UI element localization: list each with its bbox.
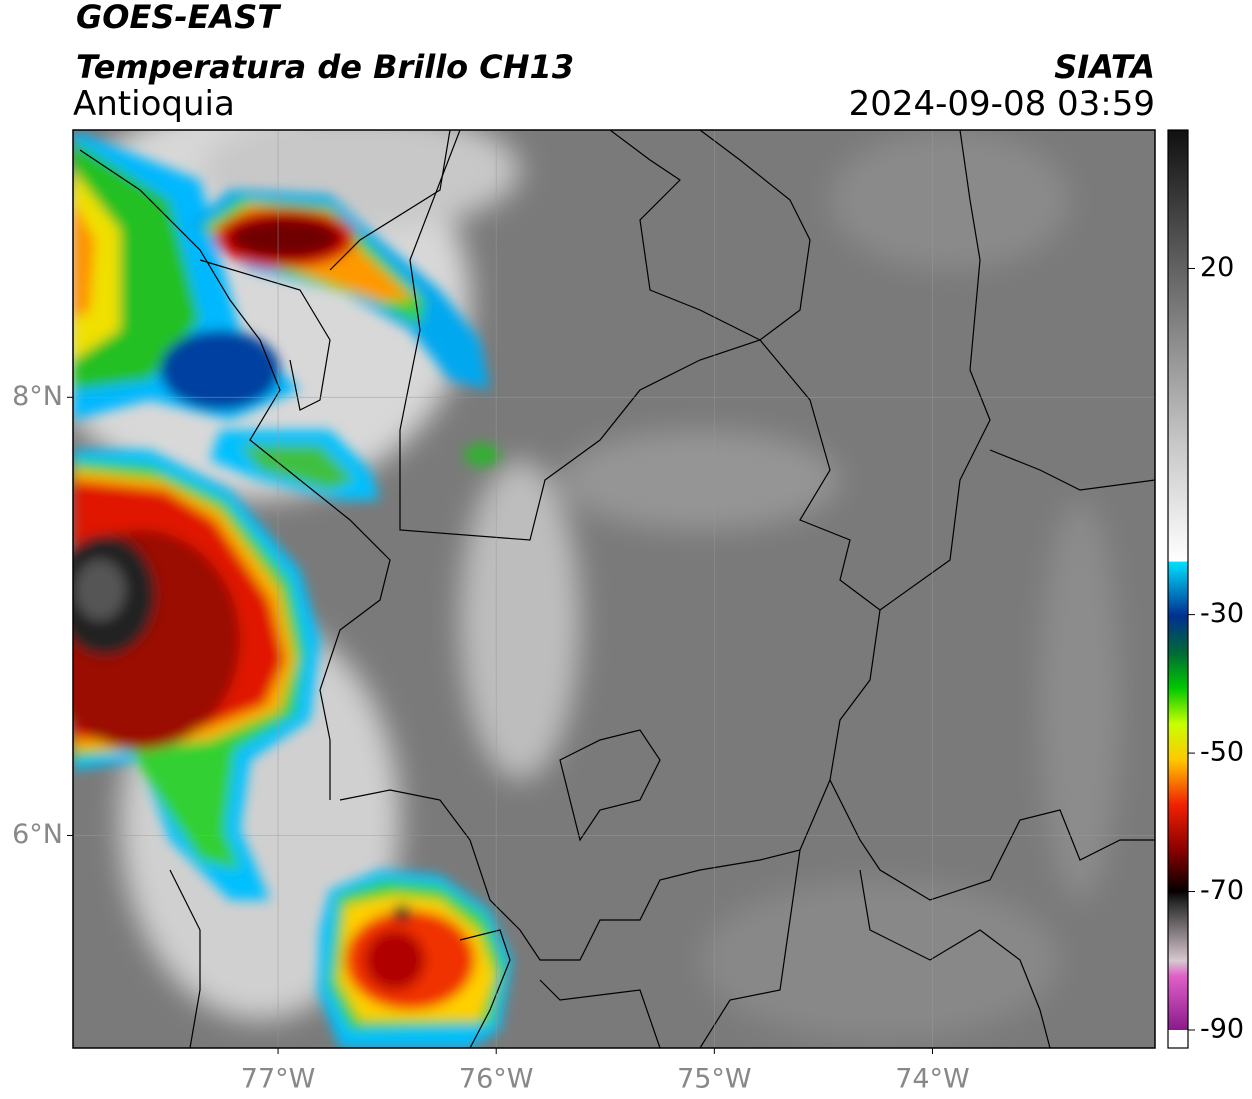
map-frame <box>72 129 1156 1049</box>
x-tick-label: 74°W <box>895 1064 970 1095</box>
colorbar-ticks: 20 -30 -50 -70 -90 <box>1188 252 1244 1045</box>
region: Antioquia <box>73 84 235 124</box>
grid: 77°W 76°W 75°W 74°W 6°N 8°N <box>12 130 1155 1095</box>
borders <box>79 130 1155 1048</box>
colorbar-under <box>1168 1030 1188 1048</box>
subtitle: Temperatura de Brillo CH13 <box>76 48 574 86</box>
colorbar-tick-label: -30 <box>1200 598 1244 629</box>
x-tick-label: 77°W <box>241 1064 316 1095</box>
imagery <box>73 130 1155 1048</box>
colorbar-tick-label: -50 <box>1200 737 1244 768</box>
colorbar-tick-label: -90 <box>1200 1014 1244 1045</box>
y-tick-label: 8°N <box>12 381 63 412</box>
colorbar-tick-label: 20 <box>1200 252 1234 283</box>
colorbar <box>1168 130 1188 1030</box>
timestamp: 2024-09-08 03:59 <box>849 84 1155 124</box>
y-tick-label: 6°N <box>12 819 63 850</box>
colorbar-tick-label: -70 <box>1200 875 1244 906</box>
colorbar-frame <box>1167 129 1189 1049</box>
x-tick-label: 75°W <box>677 1064 752 1095</box>
source: SIATA <box>1054 48 1155 86</box>
title: GOES-EAST <box>76 0 281 36</box>
x-tick-label: 76°W <box>459 1064 534 1095</box>
